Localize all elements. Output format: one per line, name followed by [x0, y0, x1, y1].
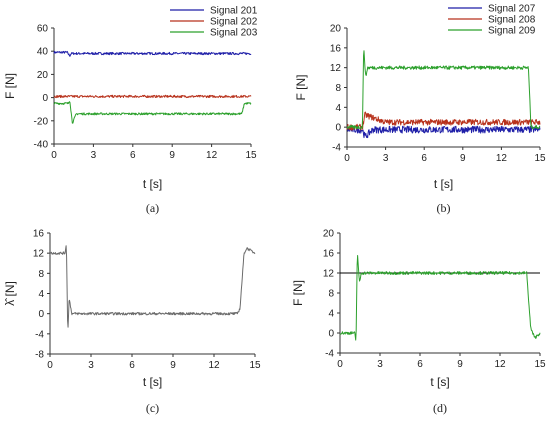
- x-tick-label: 9: [457, 359, 463, 370]
- x-tick-label: 3: [383, 153, 389, 164]
- y-tick-label: 0: [38, 309, 44, 320]
- x-tick-label: 12: [208, 360, 220, 371]
- y-tick-label: 16: [33, 229, 45, 240]
- x-tick-label: 9: [460, 153, 466, 164]
- panel-label: (b): [437, 201, 451, 215]
- x-tick-label: 12: [206, 150, 218, 161]
- x-axis-label: t [s]: [143, 177, 162, 191]
- panel-label: (d): [433, 401, 447, 415]
- y-tick-label: 16: [323, 249, 335, 260]
- y-tick-label: 60: [37, 24, 49, 35]
- legend-entry: Signal 201: [210, 6, 258, 17]
- y-tick-label: 8: [328, 289, 334, 300]
- y-tick-label: -40: [34, 140, 49, 151]
- legend-entry: Signal 208: [488, 15, 536, 26]
- chart-a: 0 3 6 9 12 15 -40 -20 0 20 40 60 t [s] F [N] (a) Signal…: [3, 6, 258, 216]
- series-line-d-0: [339, 255, 541, 341]
- x-tick-label: 15: [534, 153, 546, 164]
- y-tick-label: -4: [332, 143, 341, 154]
- series-line-b-1: [346, 111, 541, 131]
- y-tick-label: -4: [35, 329, 44, 340]
- x-tick-label: 15: [534, 359, 546, 370]
- y-tick-label: 12: [323, 269, 335, 280]
- y-tick-label: 20: [323, 229, 335, 240]
- legend-entry: Signal 209: [488, 26, 536, 37]
- x-tick-label: 12: [494, 359, 506, 370]
- y-tick-label: 0: [328, 329, 334, 340]
- y-tick-label: 20: [330, 24, 342, 35]
- y-axis-label: F [N]: [3, 73, 17, 99]
- y-tick-label: 4: [328, 309, 334, 320]
- x-tick-label: 9: [169, 150, 175, 161]
- x-tick-label: 6: [421, 153, 427, 164]
- y-tick-label: 12: [330, 63, 342, 74]
- series-line-a-2: [53, 101, 252, 124]
- y-tick-label: 0: [335, 123, 341, 134]
- y-tick-label: 4: [335, 103, 341, 114]
- y-tick-label: -8: [35, 350, 44, 361]
- y-tick-label: 0: [42, 93, 48, 104]
- y-axis-label: λ̂ [N]: [3, 281, 17, 306]
- x-tick-label: 3: [377, 359, 383, 370]
- legend-entry: Signal 207: [488, 4, 536, 15]
- x-tick-label: 0: [47, 360, 53, 371]
- series-line-b-2: [346, 50, 541, 130]
- x-tick-label: 3: [88, 360, 94, 371]
- y-tick-label: -4: [325, 349, 334, 360]
- x-tick-label: 3: [91, 150, 97, 161]
- x-tick-label: 6: [129, 360, 135, 371]
- y-tick-label: 40: [37, 47, 49, 58]
- x-tick-label: 6: [130, 150, 136, 161]
- x-tick-label: 0: [344, 153, 350, 164]
- panel-label: (a): [146, 201, 159, 215]
- y-tick-label: 16: [330, 43, 342, 54]
- x-tick-label: 0: [337, 359, 343, 370]
- x-tick-label: 15: [249, 360, 261, 371]
- x-tick-label: 12: [496, 153, 508, 164]
- y-tick-label: 4: [38, 289, 44, 300]
- legend-entry: Signal 202: [210, 17, 258, 28]
- x-axis-label: t [s]: [143, 375, 162, 389]
- y-axis-label: F [N]: [291, 280, 305, 306]
- x-tick-label: 9: [170, 360, 176, 371]
- x-tick-label: 0: [51, 150, 57, 161]
- legend-entry: Signal 203: [210, 28, 258, 39]
- y-tick-label: 8: [335, 83, 341, 94]
- series-line-b-0: [346, 125, 541, 139]
- series-line-a-1: [53, 94, 252, 99]
- x-axis-label: t [s]: [434, 177, 453, 191]
- panel-label: (c): [146, 401, 159, 415]
- series-line-a-0: [53, 50, 252, 57]
- chart-c: 0 3 6 9 12 15 -8 -4 0 4 8 12 16 t [s] λ̂ [N] (c): [3, 229, 261, 416]
- y-axis-label: F [N]: [294, 75, 308, 101]
- x-tick-label: 6: [417, 359, 423, 370]
- y-tick-label: 12: [33, 249, 45, 260]
- series-line-c-0: [49, 245, 256, 328]
- y-tick-label: 8: [38, 269, 44, 280]
- x-tick-label: 15: [245, 150, 257, 161]
- x-axis-label: t [s]: [430, 375, 449, 389]
- y-tick-label: -20: [34, 116, 49, 127]
- y-tick-label: 20: [37, 70, 49, 81]
